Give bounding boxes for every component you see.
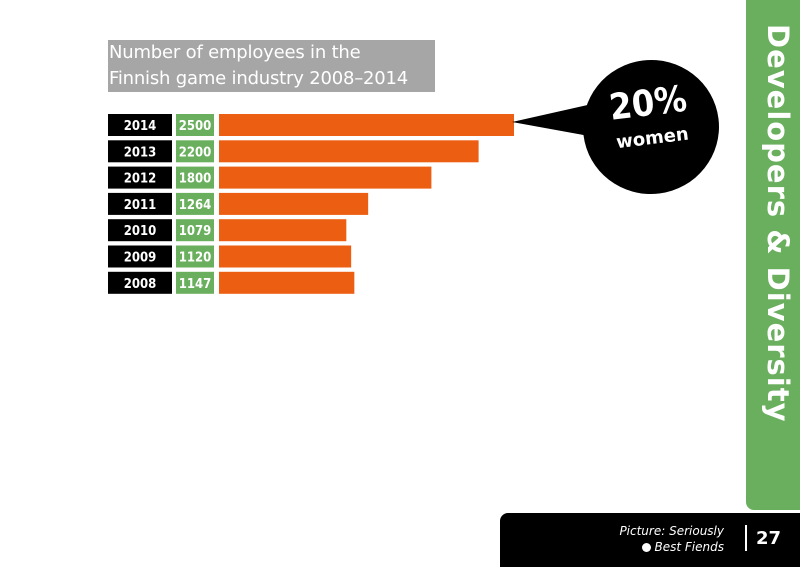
page-number: 27 bbox=[756, 528, 782, 549]
value-label-box bbox=[176, 271, 214, 294]
value-label: 1120 bbox=[179, 251, 212, 266]
chart-title-line-2: Finnish game industry 2008–2014 bbox=[109, 68, 409, 89]
value-label: 2500 bbox=[179, 119, 212, 134]
year-label-box bbox=[108, 140, 172, 163]
value-label-box bbox=[176, 192, 214, 215]
bar-2012 bbox=[219, 166, 432, 189]
bar-2010 bbox=[219, 219, 347, 242]
year-label: 2009 bbox=[124, 251, 157, 266]
year-label-box bbox=[108, 192, 172, 215]
footer-bar: Picture: Seriously Best Fiends 27 bbox=[500, 513, 800, 567]
value-label: 2200 bbox=[179, 145, 212, 160]
year-label: 2012 bbox=[124, 172, 157, 187]
year-label: 2011 bbox=[124, 198, 157, 213]
chart-title: Number of employees in the Finnish game … bbox=[108, 40, 435, 92]
year-label-box bbox=[108, 219, 172, 242]
section-title: Developers & Diversity bbox=[761, 24, 795, 423]
bar-2009 bbox=[219, 245, 352, 268]
bar-2008 bbox=[219, 271, 355, 294]
year-label-box bbox=[108, 114, 172, 136]
value-label-box bbox=[176, 245, 214, 268]
bar-2013 bbox=[219, 140, 479, 163]
year-label: 2013 bbox=[124, 145, 157, 160]
chart-title-line-1: Number of employees in the bbox=[109, 42, 361, 63]
value-label-box bbox=[176, 140, 214, 163]
value-label-box bbox=[176, 166, 214, 189]
picture-credit-line-2: Best Fiends bbox=[619, 539, 724, 555]
value-label: 1800 bbox=[179, 172, 212, 187]
picture-credit-line-1: Picture: Seriously bbox=[619, 524, 724, 538]
year-label-box bbox=[108, 245, 172, 268]
footer-divider bbox=[745, 525, 747, 551]
value-label: 1264 bbox=[179, 198, 212, 213]
year-label: 2008 bbox=[124, 277, 157, 292]
picture-credit-game: Best Fiends bbox=[654, 540, 724, 554]
picture-credit: Picture: Seriously Best Fiends bbox=[619, 523, 724, 555]
value-label: 1147 bbox=[179, 277, 212, 292]
callout-pointer bbox=[512, 104, 600, 138]
bullet-dot-icon bbox=[641, 543, 651, 552]
section-sidebar: Developers & Diversity bbox=[746, 0, 800, 510]
value-label-box bbox=[176, 219, 214, 242]
year-label: 2010 bbox=[124, 224, 157, 239]
value-label: 1079 bbox=[179, 224, 212, 239]
value-label-box bbox=[176, 114, 214, 136]
year-label: 2014 bbox=[124, 119, 157, 134]
bar-2014 bbox=[219, 114, 514, 136]
bar-2011 bbox=[219, 192, 369, 215]
year-label-box bbox=[108, 271, 172, 294]
year-label-box bbox=[108, 166, 172, 189]
